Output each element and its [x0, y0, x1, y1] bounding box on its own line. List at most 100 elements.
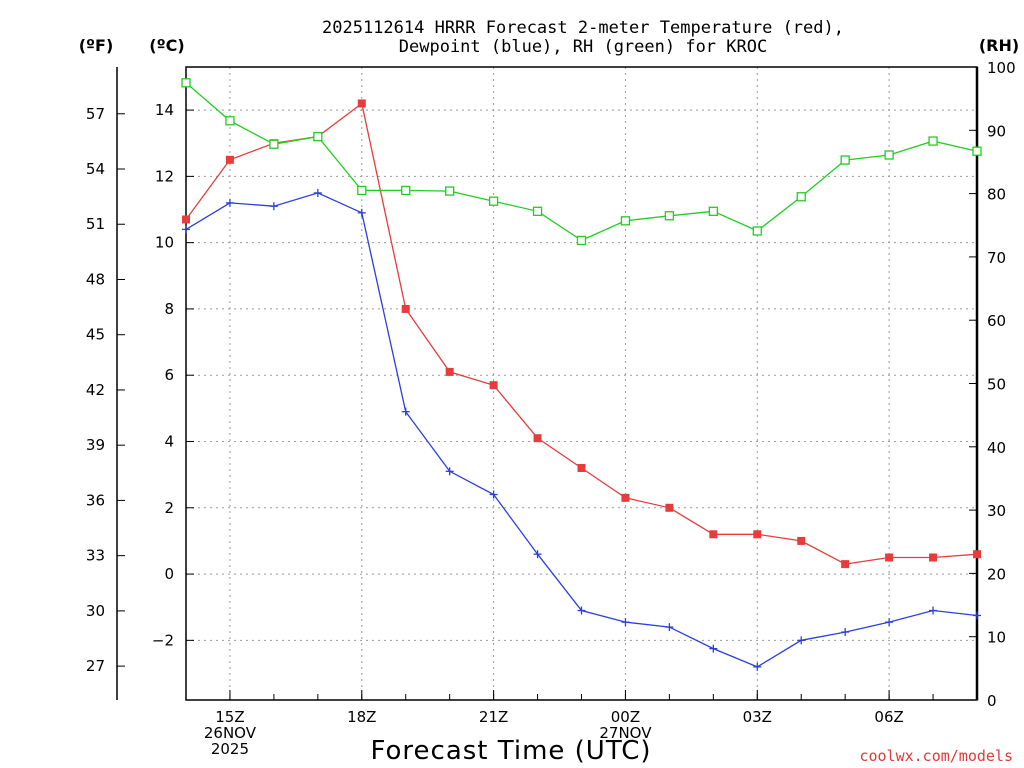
temperature-point: [665, 503, 674, 512]
fahrenheit-tick-label: 54: [86, 160, 105, 178]
rh-unit-label: (RH): [979, 36, 1019, 55]
dewpoint-point: [709, 644, 718, 653]
rh-tick-label: 60: [987, 312, 1006, 330]
celsius-tick-label: 14: [155, 101, 174, 119]
celsius-tick-label: 4: [164, 432, 174, 450]
dewpoint-point: [973, 611, 981, 620]
celsius-tick-label: 6: [164, 366, 174, 384]
rh-point: [796, 192, 806, 202]
dewpoint-point: [313, 188, 322, 197]
x-tick-label: 00Z: [611, 708, 640, 726]
grid-lines: [186, 67, 977, 700]
temperature-point: [753, 530, 762, 539]
rh-point: [181, 78, 191, 88]
fahrenheit-unit-label: (ºF): [79, 36, 114, 55]
celsius-tick-label: 8: [164, 300, 174, 318]
rh-point: [445, 186, 455, 196]
x-tick-label: 15Z: [215, 708, 244, 726]
fahrenheit-tick-label: 51: [86, 215, 105, 233]
fahrenheit-tick-label: 57: [86, 105, 105, 123]
rh-point: [708, 206, 718, 216]
chart-title-line2: Dewpoint (blue), RH (green) for KROC: [399, 37, 767, 57]
x-axis-label: Forecast Time (UTC): [370, 736, 651, 766]
celsius-tick-label: −2: [152, 631, 174, 649]
celsius-tick-label: 12: [155, 167, 174, 185]
fahrenheit-tick-label: 48: [86, 270, 105, 288]
temperature-point: [357, 99, 366, 108]
rh-point: [401, 185, 411, 196]
temperature-series: [182, 99, 981, 569]
temperature-point: [885, 553, 894, 562]
x-tick-label: 21Z: [479, 708, 508, 726]
dewpoint-point: [533, 550, 542, 559]
rh-point: [225, 116, 235, 126]
dewpoint-point: [401, 407, 410, 416]
rh-point: [620, 216, 631, 226]
fahrenheit-tick-label: 33: [86, 547, 105, 565]
rh-point: [840, 155, 850, 165]
dewpoint-point: [885, 618, 894, 627]
temperature-point: [225, 155, 234, 164]
dewpoint-point: [225, 198, 234, 207]
data-series: [181, 78, 982, 671]
temperature-point: [709, 530, 718, 539]
fahrenheit-tick-label: 36: [86, 491, 105, 509]
x-tick-label: 27NOV: [599, 724, 652, 742]
rh-point: [664, 211, 675, 221]
rh-line: [185, 82, 978, 242]
celsius-unit-label: (ºC): [149, 36, 184, 55]
temperature-point: [973, 550, 981, 559]
plot-frame: [185, 66, 978, 701]
dewpoint-point: [621, 618, 630, 627]
rh-point: [488, 196, 499, 206]
rh-tick-label: 90: [987, 122, 1006, 140]
x-tick-label: 26NOV: [204, 724, 257, 742]
dewpoint-point: [357, 208, 366, 217]
dewpoint-point: [577, 606, 586, 615]
x-tick-label: 18Z: [347, 708, 376, 726]
rh-tick-label: 30: [987, 502, 1006, 520]
dewpoint-series: [182, 188, 981, 671]
dewpoint-point: [665, 623, 674, 632]
temperature-point: [797, 536, 806, 545]
rh-tick-label: 50: [987, 376, 1006, 394]
dewpoint-point: [929, 606, 938, 615]
dewpoint-point: [489, 490, 498, 499]
rh-tick-label: 80: [987, 186, 1006, 204]
rh-series: [181, 78, 982, 246]
rh-tick-label: 0: [987, 692, 997, 710]
fahrenheit-tick-label: 39: [86, 436, 105, 454]
tick-labels: −2 0 2 4 6 8 10 12 14 27 30 33 36 39 42 45 48 51 54 57 0 10 20…: [86, 59, 1016, 758]
dewpoint-point: [445, 467, 454, 476]
temperature-point: [577, 464, 586, 473]
temperature-point: [841, 560, 850, 569]
rh-point: [752, 226, 762, 236]
dewpoint-point: [182, 225, 190, 234]
dewpoint-point: [753, 662, 762, 671]
temperature-point: [929, 553, 938, 562]
credit-text: coolwx.com/models: [859, 747, 1013, 765]
rh-point: [357, 185, 367, 196]
rh-point: [532, 206, 543, 216]
x-tick-label: 2025: [211, 740, 249, 758]
dewpoint-point: [841, 628, 850, 637]
rh-point: [576, 235, 587, 246]
dewpoint-line: [185, 192, 978, 668]
rh-point: [269, 139, 279, 149]
dewpoint-point: [797, 636, 806, 645]
temperature-point: [533, 434, 542, 443]
rh-point: [928, 136, 938, 146]
temperature-point: [445, 367, 454, 376]
temperature-point: [621, 493, 630, 502]
temperature-line: [185, 102, 978, 565]
celsius-tick-label: 0: [164, 565, 174, 583]
temperature-point: [182, 215, 190, 224]
fahrenheit-tick-label: 42: [86, 381, 105, 399]
rh-tick-label: 100: [987, 59, 1016, 77]
dewpoint-point: [269, 202, 278, 211]
fahrenheit-tick-label: 45: [86, 326, 105, 344]
celsius-tick-label: 2: [164, 499, 174, 517]
rh-tick-label: 40: [987, 439, 1006, 457]
x-tick-label: 06Z: [874, 708, 903, 726]
